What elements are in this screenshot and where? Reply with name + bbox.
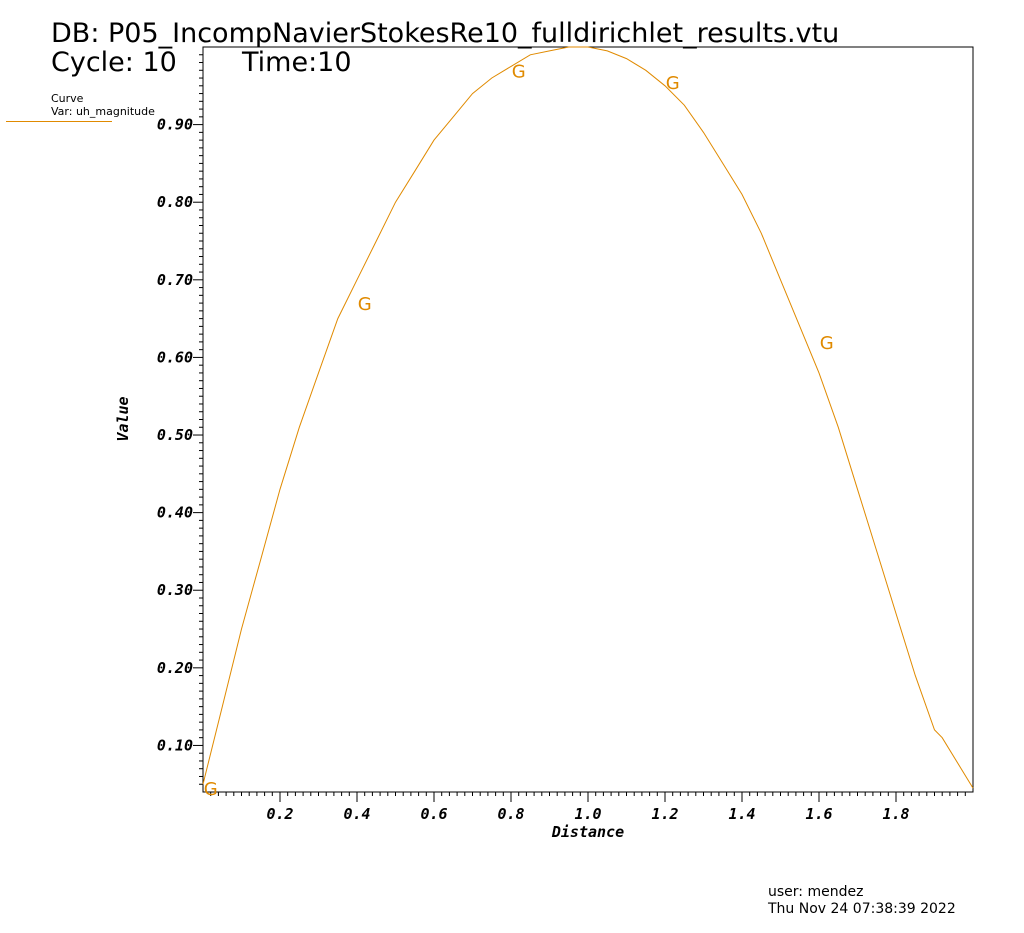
legend-var: Var: uh_magnitude (51, 105, 155, 118)
x-tick-label: 0.6 (420, 805, 447, 823)
series-line (202, 46, 974, 789)
x-tick-label: 1.8 (882, 805, 909, 823)
x-tick-label: 1.0 (574, 805, 601, 823)
series-marker: G (820, 333, 834, 354)
x-tick-label: 0.4 (343, 805, 370, 823)
x-axis-title: Distance (551, 823, 624, 841)
x-axis: 0.2 0.4 0.6 0.8 1.0 1.2 1.4 1.6 1.8 (210, 792, 966, 823)
user-label: user: mendez (768, 884, 864, 900)
y-tick-label: 0.90 (157, 116, 193, 134)
series-marker: G (204, 779, 218, 800)
database-title: DB: P05_IncompNavierStokesRe10_fulldiric… (51, 18, 840, 49)
x-tick-label: 0.2 (266, 805, 293, 823)
plot-legend: Curve Var: uh_magnitude (6, 92, 155, 122)
y-axis: 0.10 0.20 0.30 0.40 0.50 0.60 0.70 0.80 0.90 (157, 54, 203, 785)
x-tick-label: 1.2 (651, 805, 678, 823)
x-tick-label: 1.4 (728, 805, 755, 823)
y-tick-label: 0.60 (157, 348, 193, 366)
footer-info: user: mendez Thu Nov 24 07:38:39 2022 (768, 884, 956, 918)
x-tick-label: 0.8 (497, 805, 524, 823)
series-marker: G (358, 294, 372, 315)
y-axis-title: Value (114, 396, 132, 441)
cycle-label: Cycle: 10 (51, 47, 177, 78)
series-marker: G (512, 61, 526, 82)
y-tick-label: 0.70 (157, 271, 193, 289)
series-markers: G G G G G (204, 61, 834, 800)
legend-line-swatch (6, 121, 112, 122)
series-marker: G (666, 73, 680, 94)
y-tick-label: 0.30 (157, 581, 193, 599)
y-tick-label: 0.50 (157, 426, 193, 444)
plot-frame (202, 46, 974, 793)
legend-kind: Curve (51, 92, 84, 105)
date-label: Thu Nov 24 07:38:39 2022 (768, 901, 956, 917)
y-tick-label: 0.10 (157, 736, 193, 754)
x-tick-label: 1.6 (805, 805, 832, 823)
y-tick-label: 0.40 (157, 504, 193, 522)
time-label: Time:10 (242, 47, 352, 78)
y-tick-label: 0.20 (157, 659, 193, 677)
y-tick-label: 0.80 (157, 193, 193, 211)
